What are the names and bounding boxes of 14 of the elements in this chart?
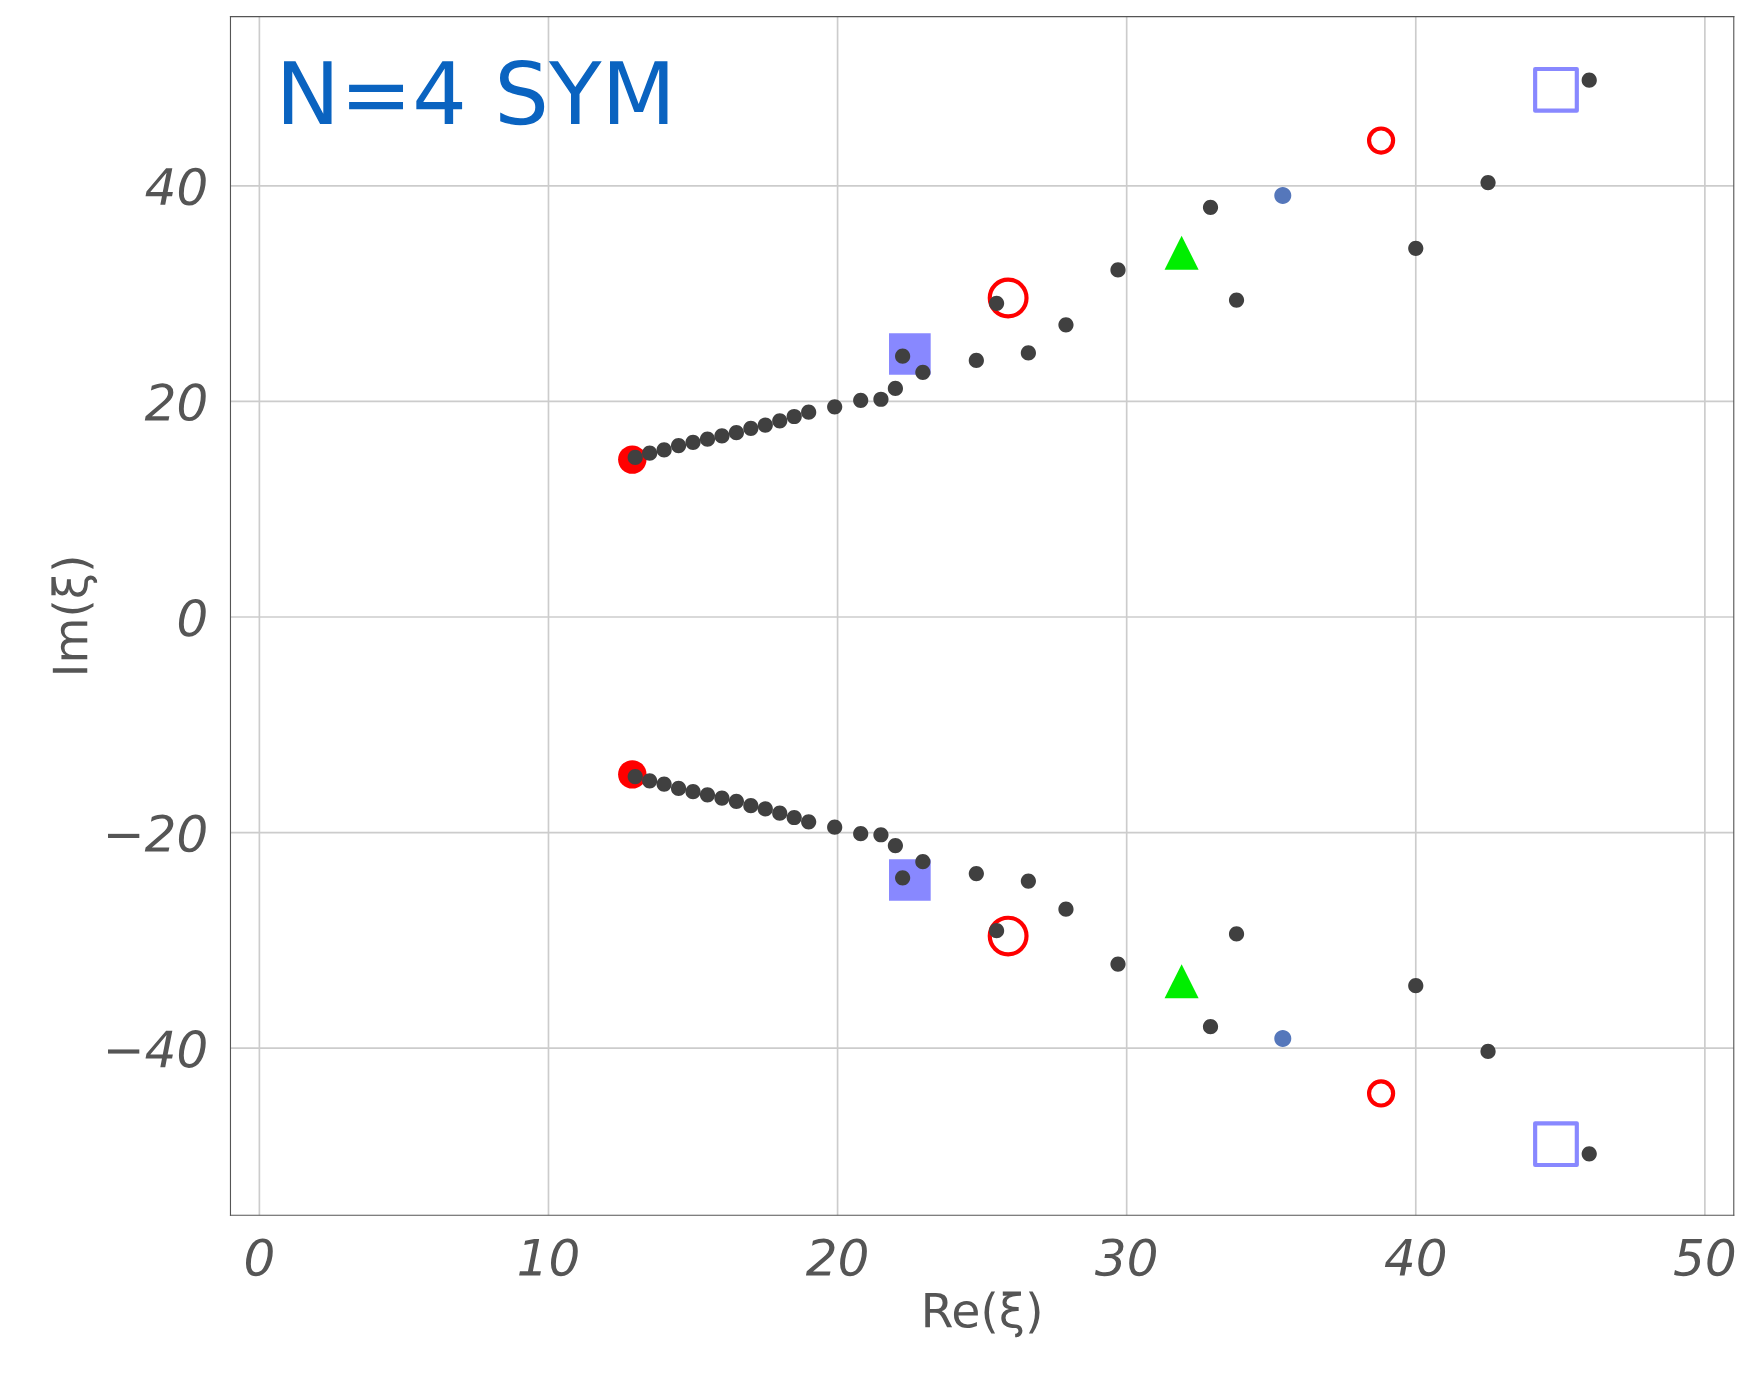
y-axis-title: Im(ξ) (51, 558, 98, 673)
y-tick-label: −40 (108, 1030, 206, 1068)
x-tick-label: 50 (1674, 1238, 1735, 1277)
x-tick-label: 40 (1384, 1238, 1446, 1277)
y-tick-label: 20 (144, 383, 206, 422)
y-tick-label: 40 (145, 167, 206, 206)
annotation: N=4 SYM (284, 60, 668, 126)
x-tick-label: 0 (245, 1238, 273, 1277)
x-tick-label: 30 (1094, 1238, 1156, 1277)
y-tick-label: 0 (178, 598, 206, 637)
x-tick-label: 20 (805, 1238, 867, 1277)
y-tick-label: −20 (108, 814, 206, 853)
x-tick-label: 10 (519, 1238, 578, 1277)
x-axis-title: Re(ξ) (925, 1291, 1040, 1338)
